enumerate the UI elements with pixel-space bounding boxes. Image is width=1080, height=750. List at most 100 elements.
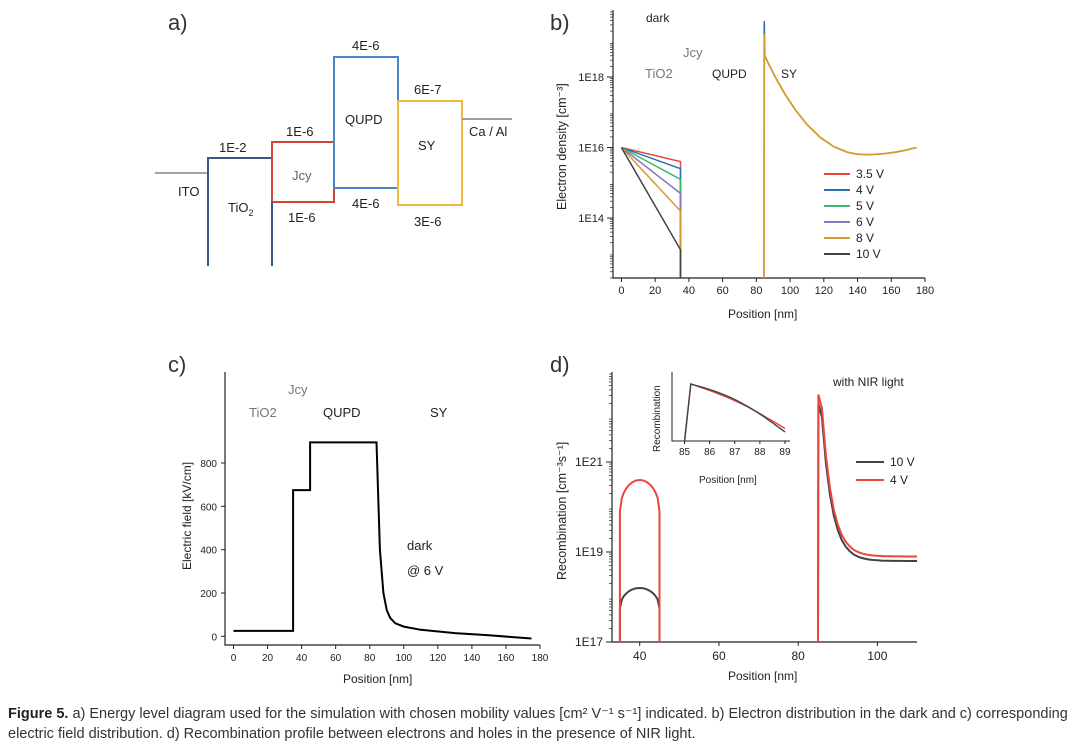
qupd-label: QUPD [345,112,383,127]
panel-b-ytick-label: 1E18 [578,72,604,84]
caption-text: a) Energy level diagram used for the sim… [8,706,1068,742]
ito-label: ITO [178,184,199,199]
panel-b-legend-label: 4 V [856,183,874,197]
panel-c-tio2-label: TiO2 [249,405,277,420]
panel-c-ytick-label: 0 [211,632,217,643]
panel-b-dark-label: dark [646,11,670,25]
sy-level-box [397,100,463,206]
panel-b-xlabel: Position [nm] [728,307,797,321]
jcy-label: Jcy [292,168,312,183]
panel-b-legend-label: 5 V [856,199,874,213]
panel-b-series-line [621,146,682,278]
panel-d-label: d) [550,352,570,377]
qupd-bottom-mobility: 4E-6 [352,196,379,211]
panel-b-label: b) [550,10,570,35]
panel-c-xtick-label: 80 [364,653,376,664]
caption-label: Figure 5. [8,706,69,722]
panel-c-ylabel: Electric field [kV/cm] [180,462,194,570]
panel-c-xtick-label: 20 [262,653,274,664]
inset-ylabel: Recombination [652,385,663,452]
panel-c-xtick-label: 0 [231,653,237,664]
panel-b-legend-label: 3.5 V [856,167,884,181]
panel-b-series-line [621,146,682,278]
panel-d-ytick-label: 1E21 [575,455,603,469]
panel-c-xtick-label: 120 [429,653,446,664]
jcy-top-mobility: 1E-6 [286,124,313,139]
panel-a-label: a) [168,10,188,35]
sy-bottom-mobility: 3E-6 [414,214,441,229]
panel-d-nir-label: with NIR light [832,375,904,389]
panel-b-qupd-label: QUPD [712,67,747,81]
panel-c-ytick-label: 600 [200,502,217,513]
panel-d-hump-curve [618,586,661,642]
panel-d-ylabel: Recombination [cm⁻³s⁻¹] [555,442,569,580]
panel-c-xtick-label: 100 [395,653,412,664]
panel-b-sy-curve [763,24,917,279]
panel-d-xlabel: Position [nm] [728,669,797,683]
panel-b-ylabel: Electron density [cm⁻³] [555,83,569,210]
panel-d-xtick-label: 80 [791,649,805,663]
panel-d-legend-label: 4 V [890,473,908,487]
figure-caption: Figure 5. a) Energy level diagram used f… [8,704,1074,744]
panel-d-sy-curve [817,394,917,643]
qupd-top-mobility: 4E-6 [352,38,379,53]
panel-c-series-line [233,441,532,640]
panel-d-xtick-label: 40 [633,649,647,663]
panel-b-ytick-label: 1E14 [578,213,604,225]
inset-curve [683,383,786,442]
jcy-bottom-mobility: 1E-6 [288,210,315,225]
sy-top-mobility: 6E-7 [414,82,441,97]
panel-d-legend-label: 10 V [890,455,915,469]
sy-label: SY [418,138,436,153]
panel-d: d) with NIR light Recombination [cm⁻³s⁻¹… [550,352,917,683]
panel-b-xtick-label: 160 [882,285,900,297]
panel-b-xtick-label: 40 [683,285,695,297]
panel-c-xtick-label: 160 [498,653,515,664]
panel-b-xtick-label: 60 [716,285,728,297]
panel-b-tio2-label: TiO2 [645,66,673,81]
panel-b-series-line [620,147,682,278]
inset-xtick-label: 86 [704,447,716,458]
panel-b-xtick-label: 0 [618,285,624,297]
inset-axes [671,372,790,442]
panel-d-sy-curve [817,403,917,643]
panel-d-xtick-label: 100 [867,649,887,663]
panel-c-qupd-label: QUPD [323,405,361,420]
panel-b-xtick-label: 120 [815,285,833,297]
inset-xtick-label: 89 [779,447,791,458]
panel-c-dark-label: dark [407,538,433,553]
figure-canvas: a) ITO 1E-2 TiO2 1E-6 Jcy 1E-6 4E-6 QUPD… [155,10,934,686]
panel-b-xtick-label: 80 [750,285,762,297]
panel-b-legend-label: 6 V [856,215,874,229]
panel-c-label: c) [168,352,186,377]
tio2-mobility: 1E-2 [219,140,246,155]
panel-b-sy-label: SY [781,67,797,81]
panel-c-sy-label: SY [430,405,448,420]
panel-b-xtick-label: 140 [848,285,866,297]
panel-b: b) dark TiO2 Jcy QUPD SY Electron densit… [550,10,934,321]
panel-d-ytick-label: 1E17 [575,635,603,649]
panel-c-xtick-label: 60 [330,653,342,664]
panel-b-series-line [620,146,682,278]
panel-c-xlabel: Position [nm] [343,672,412,686]
inset-xlabel: Position [nm] [699,475,757,486]
inset-xtick-label: 85 [679,447,691,458]
panel-c-ytick-label: 200 [200,589,217,600]
panel-b-legend-label: 10 V [856,247,881,261]
inset-xtick-label: 87 [729,447,741,458]
panel-b-legend-label: 8 V [856,231,874,245]
panel-c: c) TiO2 Jcy QUPD SY dark @ 6 V Electric … [168,352,549,686]
panel-c-xtick-label: 180 [532,653,549,664]
caal-label: Ca / Al [469,124,507,139]
panel-b-ytick-label: 1E16 [578,143,604,155]
tio2-label: TiO2 [228,200,253,218]
inset-xtick-label: 88 [754,447,766,458]
panel-b-xtick-label: 20 [649,285,661,297]
panel-b-xtick-label: 180 [916,285,934,297]
panel-c-ytick-label: 800 [200,459,217,470]
panel-b-series-line [620,146,682,278]
panel-d-ytick-label: 1E19 [575,545,603,559]
panel-c-xtick-label: 140 [464,653,481,664]
panel-a: a) ITO 1E-2 TiO2 1E-6 Jcy 1E-6 4E-6 QUPD… [155,10,512,266]
panel-c-ytick-label: 400 [200,546,217,557]
